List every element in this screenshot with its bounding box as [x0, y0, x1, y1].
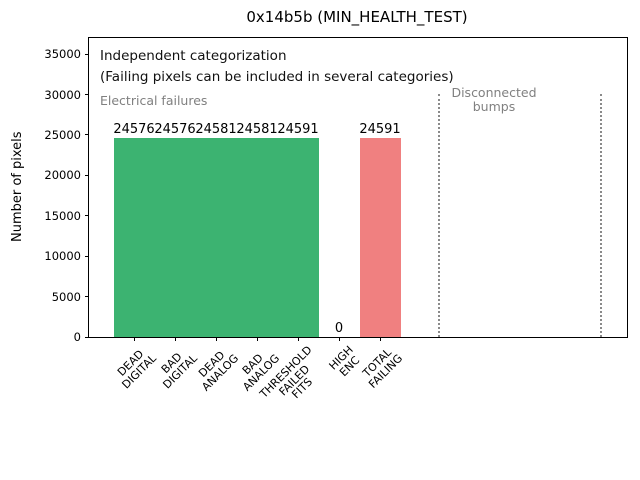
bar-dead-digital [113, 138, 155, 337]
bar-value-label: 24576 [154, 122, 196, 138]
y-tick-label: 15000 [44, 208, 81, 223]
bar-value-label: 24591 [277, 122, 319, 138]
bar-threshold-failed-fits [277, 138, 319, 337]
dotted-separator-right [600, 94, 602, 337]
bar-value-label: 24581 [195, 122, 237, 138]
x-tick-mark [379, 337, 381, 341]
y-tick-mark [85, 174, 89, 176]
x-tick-mark [133, 337, 135, 341]
y-tick-label: 25000 [44, 127, 81, 142]
bar-value-label: 24581 [236, 122, 278, 138]
bar-value-label: 24591 [359, 122, 401, 138]
x-tick-mark [338, 337, 340, 341]
annotation-independent-categorization: Independent categorization [100, 48, 287, 64]
bar-bad-analog [236, 138, 278, 337]
chart-title: 0x14b5b (MIN_HEALTH_TEST) [246, 8, 468, 26]
x-tick-mark [256, 337, 258, 341]
x-tick-label: DEAD DIGITAL [114, 347, 159, 392]
bar-dead-analog [195, 138, 237, 337]
y-tick-label: 0 [73, 330, 81, 344]
y-tick-mark [85, 215, 89, 217]
bar-value-label: 24576 [113, 122, 155, 138]
y-tick-label: 35000 [44, 47, 81, 62]
x-tick-label: DEAD ANALOG [195, 348, 241, 394]
y-tick-mark [85, 134, 89, 136]
y-tick-mark [85, 94, 89, 96]
y-axis-label: Number of pixels [10, 131, 25, 242]
bar-total-failing [359, 138, 401, 337]
x-tick-label: HIGH ENC [326, 343, 362, 379]
y-tick-label: 10000 [44, 249, 81, 264]
y-tick-label: 30000 [44, 87, 81, 102]
x-tick-mark [174, 337, 176, 341]
x-tick-mark [297, 337, 299, 341]
bar-value-label: 0 [334, 321, 344, 336]
x-tick-mark [215, 337, 217, 341]
region-label-electrical-failures: Electrical failures [100, 93, 208, 108]
y-tick-label: 20000 [44, 168, 81, 183]
bar-bad-digital [154, 138, 196, 337]
plot-area: Independent categorization (Failing pixe… [44, 37, 628, 401]
y-tick-mark [85, 53, 89, 55]
x-tick-label: TOTAL FAILING [360, 345, 405, 391]
dotted-separator-left [438, 94, 440, 337]
x-tick-label: BAD DIGITAL [158, 350, 200, 392]
y-tick-mark [85, 255, 89, 257]
region-label-disconnected-bumps: Disconnected bumps [451, 85, 537, 114]
annotation-failing-pixels-note: (Failing pixels can be included in sever… [100, 69, 454, 85]
y-tick-mark [85, 336, 89, 338]
y-tick-label: 5000 [51, 289, 81, 304]
y-tick-mark [85, 296, 89, 298]
